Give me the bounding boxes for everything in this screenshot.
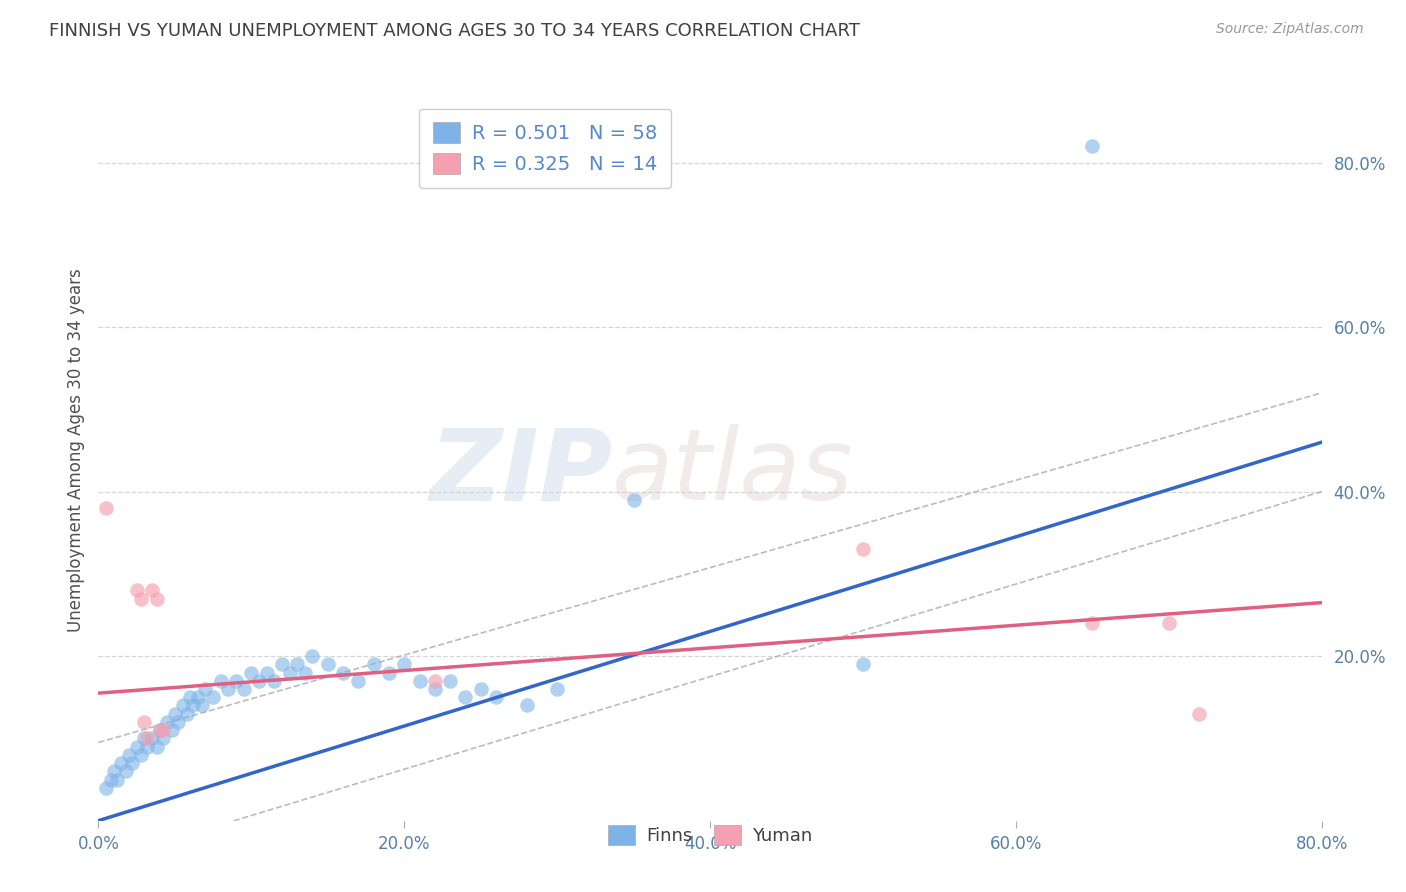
Point (332, 665, 354, 680)
Point (423, 673, 446, 688)
Point (129, 747, 152, 762)
Point (852, 657, 875, 672)
Point (485, 690, 508, 705)
Point (125, 583, 148, 598)
Point (125, 739, 148, 754)
Point (225, 673, 247, 688)
Point (129, 591, 152, 606)
Y-axis label: Unemployment Among Ages 30 to 34 years: Unemployment Among Ages 30 to 34 years (66, 268, 84, 632)
Point (623, 492, 645, 507)
Point (149, 723, 172, 738)
Text: FINNISH VS YUMAN UNEMPLOYMENT AMONG AGES 30 TO 34 YEARS CORRELATION CHART: FINNISH VS YUMAN UNEMPLOYMENT AMONG AGES… (49, 22, 860, 40)
Point (156, 714, 179, 729)
Point (378, 665, 401, 680)
Point (546, 681, 568, 696)
Point (408, 673, 430, 688)
Point (256, 665, 278, 680)
Point (141, 583, 163, 598)
Point (285, 657, 308, 672)
Point (181, 698, 204, 713)
Point (347, 673, 370, 688)
Point (110, 756, 132, 770)
Point (316, 657, 339, 672)
Point (134, 714, 156, 729)
Point (179, 690, 201, 705)
Point (100, 772, 122, 787)
Point (209, 673, 232, 688)
Point (134, 731, 156, 746)
Point (118, 747, 141, 762)
Point (191, 698, 214, 713)
Point (105, 772, 128, 787)
Point (1157, 616, 1180, 631)
Point (247, 673, 270, 688)
Point (232, 681, 254, 696)
Point (141, 731, 163, 746)
Point (152, 731, 174, 746)
Point (136, 739, 159, 754)
Point (392, 657, 416, 672)
Point (160, 723, 183, 738)
Point (136, 731, 159, 746)
Text: ZIP: ZIP (429, 425, 612, 521)
Point (121, 756, 143, 770)
Point (202, 690, 225, 705)
Point (470, 681, 492, 696)
Point (187, 690, 209, 705)
Point (167, 714, 190, 729)
Text: atlas: atlas (612, 425, 853, 521)
Point (1081, 616, 1104, 631)
Point (852, 542, 875, 557)
Point (294, 665, 316, 680)
Point (163, 706, 186, 721)
Text: Source: ZipAtlas.com: Source: ZipAtlas.com (1216, 22, 1364, 37)
Point (270, 657, 292, 672)
Point (176, 706, 198, 721)
Point (1188, 706, 1211, 721)
Point (194, 681, 217, 696)
Point (145, 591, 167, 606)
Point (363, 657, 385, 672)
Point (1081, 139, 1104, 153)
Point (115, 764, 138, 779)
Point (263, 673, 285, 688)
Point (454, 690, 477, 705)
Point (423, 681, 446, 696)
Point (149, 723, 172, 738)
Point (217, 681, 239, 696)
Point (94, 780, 117, 795)
Point (172, 698, 194, 713)
Point (439, 673, 461, 688)
Point (145, 739, 167, 754)
Point (516, 698, 538, 713)
Point (301, 649, 323, 664)
Point (103, 764, 125, 779)
Legend: Finns, Yuman: Finns, Yuman (600, 818, 820, 853)
Point (240, 665, 263, 680)
Point (278, 665, 301, 680)
Point (94, 501, 117, 516)
Point (152, 723, 174, 738)
